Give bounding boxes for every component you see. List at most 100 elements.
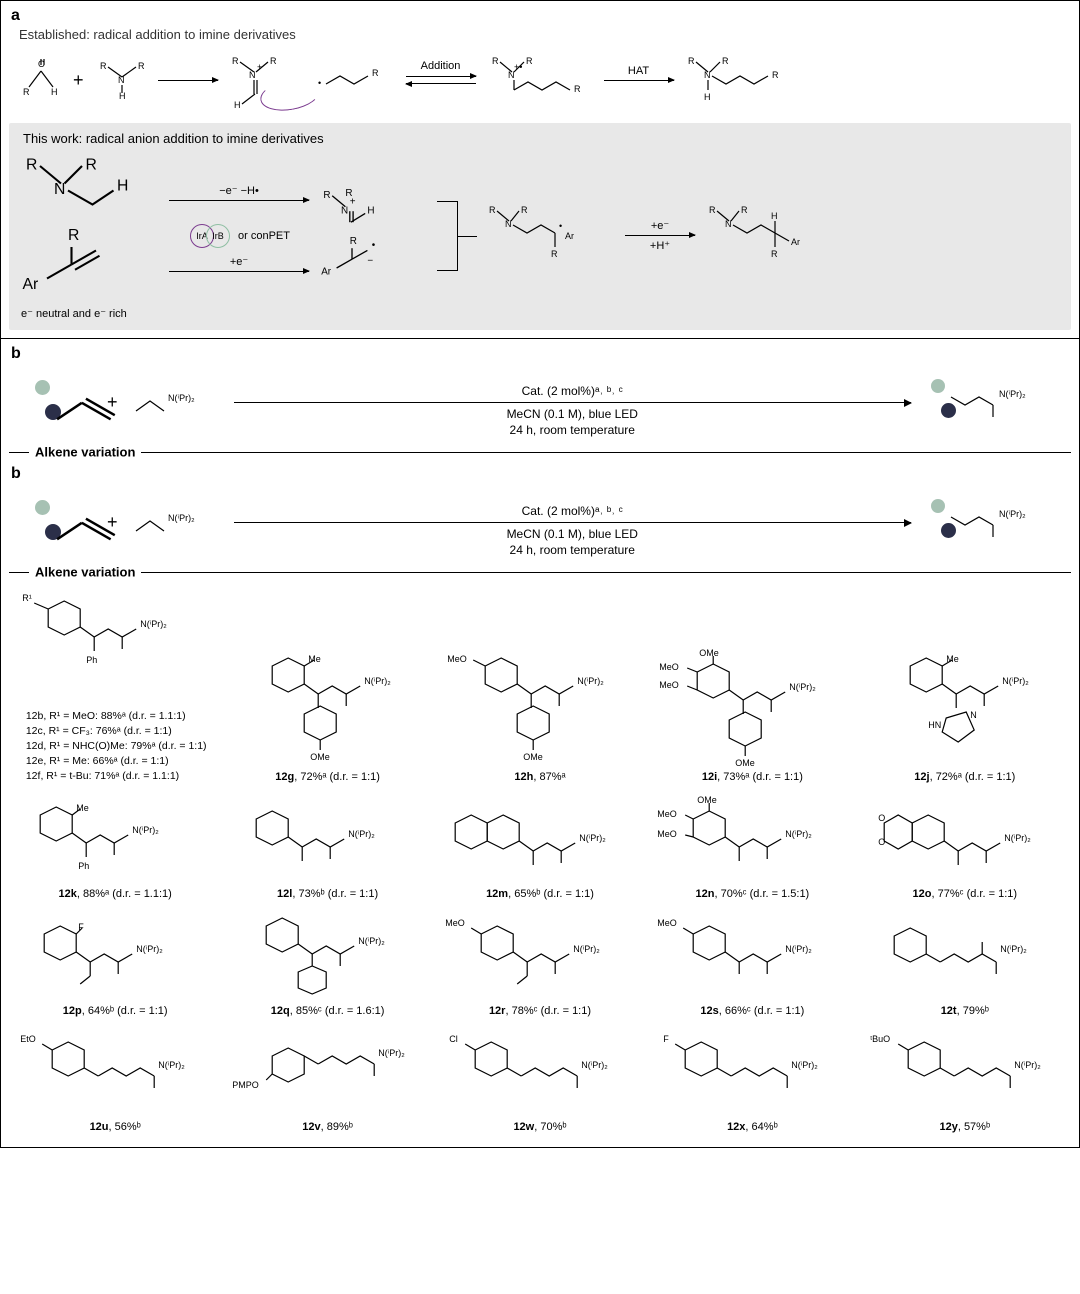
svg-text:+: + [257, 62, 262, 72]
svg-text:N(ⁱPr)₂: N(ⁱPr)₂ [573, 944, 600, 954]
struct-12bf: R¹ N(ⁱPr)₂ Ph [13, 589, 217, 709]
svg-text:MeO: MeO [659, 680, 679, 690]
svg-text:Ph: Ph [86, 655, 97, 665]
svg-text:N(ⁱPr)₂: N(ⁱPr)₂ [1004, 833, 1031, 843]
entry-12j: Me N(ⁱPr)₂ HN N 12j, 72%ᵃ (d.r. = 1:1) [861, 587, 1069, 787]
panel-b-scheme-2: + N(ⁱPr)₂ Cat. (2 mol%)ᵃ˒ ᵇ˒ ᶜ MeCN (0.1… [1, 485, 1079, 565]
svg-text:N(ⁱPr)₂: N(ⁱPr)₂ [379, 1048, 406, 1058]
equilibrium-arrow: Addition [406, 74, 476, 86]
svg-text:N: N [970, 710, 977, 720]
svg-text:R: R [23, 87, 30, 97]
svg-text:H: H [234, 100, 241, 108]
svg-text:Ar: Ar [321, 267, 332, 278]
svg-text:Ar: Ar [23, 276, 39, 293]
entry-12b-f: R¹ N(ⁱPr)₂ Ph 12b, R¹ = MeO: 88%ᵃ (d.r. … [11, 587, 219, 787]
svg-text:R: R [709, 205, 716, 215]
alkene-variation-header-2: Alkene variation [9, 565, 1071, 579]
svg-text:N(ⁱPr)₂: N(ⁱPr)₂ [365, 676, 392, 686]
svg-text:N(ⁱPr)₂: N(ⁱPr)₂ [158, 1060, 185, 1070]
svg-text:N(ⁱPr)₂: N(ⁱPr)₂ [132, 825, 159, 835]
svg-text:MeO: MeO [657, 829, 677, 839]
svg-text:MeO: MeO [445, 918, 465, 928]
entry-12y: ᵗBuO N(ⁱPr)₂ 12y, 57%ᵇ [861, 1026, 1069, 1137]
intermediate-stack: R R N+ H R − • Ar [319, 187, 429, 283]
svg-text:H: H [51, 87, 58, 97]
entry-12q: N(ⁱPr)₂ 12q, 85%ᶜ (d.r. = 1.6:1) [223, 910, 431, 1021]
svg-text:N(ⁱPr)₂: N(ⁱPr)₂ [168, 513, 195, 523]
svg-text:Ph: Ph [78, 861, 89, 871]
svg-text:R: R [138, 61, 145, 71]
arrow-bot-grey: +e⁻ [169, 271, 309, 272]
svg-text:R: R [86, 156, 97, 173]
svg-text:N: N [725, 219, 732, 229]
arrow-hat: HAT [604, 80, 674, 81]
svg-text:R: R [574, 84, 581, 94]
svg-text:R: R [722, 56, 729, 66]
panel-b-label-2: b [1, 459, 1079, 485]
svg-text:R: R [26, 156, 37, 173]
bot-dot-prod-2 [941, 523, 956, 538]
entry-12s: MeO N(ⁱPr)₂ 12s, 66%ᶜ (d.r. = 1:1) [648, 910, 856, 1021]
aminyl-radical-mol: R R N+• R [486, 52, 596, 109]
svg-text:R: R [551, 249, 558, 259]
svg-text:EtO: EtO [20, 1034, 36, 1044]
entry-12t: N(ⁱPr)₂ 12t, 79%ᵇ [861, 910, 1069, 1021]
svg-text:Ar: Ar [791, 237, 800, 247]
conditions-arrow-1: Cat. (2 mol%)ᵃ˒ ᵇ˒ ᶜ MeCN (0.1 M), blue … [234, 402, 911, 403]
svg-text:N(ⁱPr)₂: N(ⁱPr)₂ [168, 393, 195, 403]
scope-grid: R¹ N(ⁱPr)₂ Ph 12b, R¹ = MeO: 88%ᵃ (d.r. … [1, 579, 1079, 1148]
triethylamine-1: N(ⁱPr)₂ [130, 381, 220, 424]
svg-text:H: H [119, 91, 126, 99]
entry-12i: OMe MeO MeO N(ⁱPr)₂ OMe 12i, 73%ᵃ (d.r. … [648, 587, 856, 787]
entry-12l: N(ⁱPr)₂ 12l, 73%ᵇ (d.r. = 1:1) [223, 793, 431, 904]
svg-text:R: R [232, 56, 239, 66]
svg-text:N: N [704, 70, 711, 80]
substrate-stack: R R N H R Ar e⁻ neutral and e⁻ rich [19, 152, 159, 320]
entry-12g: Me N(ⁱPr)₂ OMe 12g, 72%ᵃ (d.r. = 1:1) [223, 587, 431, 787]
svg-text:N(ⁱPr)₂: N(ⁱPr)₂ [789, 682, 816, 692]
svg-text:R: R [688, 56, 695, 66]
svg-text:N: N [54, 181, 65, 198]
svg-text:OMe: OMe [699, 648, 719, 658]
svg-text:R: R [372, 68, 379, 78]
svg-text:O: O [878, 837, 885, 847]
svg-text:N(ⁱPr)₂: N(ⁱPr)₂ [359, 936, 386, 946]
svg-text:MeO: MeO [447, 654, 467, 664]
top-dot-2 [35, 500, 50, 515]
alkene-dots-1 [25, 378, 95, 428]
svg-text:MeO: MeO [659, 662, 679, 672]
triethylamine-2: N(ⁱPr)₂ [130, 501, 220, 544]
svg-text:OMe: OMe [311, 752, 331, 762]
svg-text:R¹: R¹ [22, 593, 32, 603]
svg-text:HN: HN [928, 720, 941, 730]
svg-text:R: R [100, 61, 107, 71]
alkene-variation-header-1: Alkene variation [9, 445, 1071, 459]
svg-text:H: H [771, 211, 778, 221]
entry-12n: OMe MeO MeO N(ⁱPr)₂ 12n, 70%ᶜ (d.r. = 1.… [648, 793, 856, 904]
svg-text:N(ⁱPr)₂: N(ⁱPr)₂ [1000, 944, 1027, 954]
svg-text:N(ⁱPr)₂: N(ⁱPr)₂ [1002, 676, 1029, 686]
svg-text:+•: +• [514, 62, 522, 72]
caption-12b-f: 12b, R¹ = MeO: 88%ᵃ (d.r. = 1.1:1)12c, R… [24, 709, 207, 785]
svg-text:OMe: OMe [735, 758, 755, 768]
svg-text:H: H [117, 177, 128, 194]
e-footnote: e⁻ neutral and e⁻ rich [19, 307, 159, 320]
arrow-top-grey: −e⁻ −H• [169, 200, 309, 201]
svg-text:R: R [489, 205, 496, 215]
this-work-box: This work: radical anion addition to imi… [9, 123, 1071, 330]
iminium-radical-pair: R R N+ H • R [226, 52, 396, 108]
svg-text:N(ⁱPr)₂: N(ⁱPr)₂ [785, 829, 812, 839]
svg-text:•: • [372, 241, 376, 252]
sec-amine-mol: R R N H [94, 57, 150, 104]
svg-text:N: N [341, 206, 348, 217]
entry-12k: Me N(ⁱPr)₂ Ph 12k, 88%ᵃ (d.r. = 1.1:1) [11, 793, 219, 904]
svg-text:N: N [249, 70, 256, 80]
final-product-mol: R R N H Ar R [705, 203, 835, 268]
top-dot-prod-1 [931, 379, 945, 393]
panel-b-label-1: b [1, 339, 1079, 365]
svg-text:O: O [878, 813, 885, 823]
entry-12x: F N(ⁱPr)₂ 12x, 64%ᵇ [648, 1026, 856, 1137]
svg-text:Cl: Cl [449, 1034, 458, 1044]
conpet-text: or conPET [238, 230, 290, 242]
svg-text:N(ⁱPr)₂: N(ⁱPr)₂ [579, 833, 606, 843]
